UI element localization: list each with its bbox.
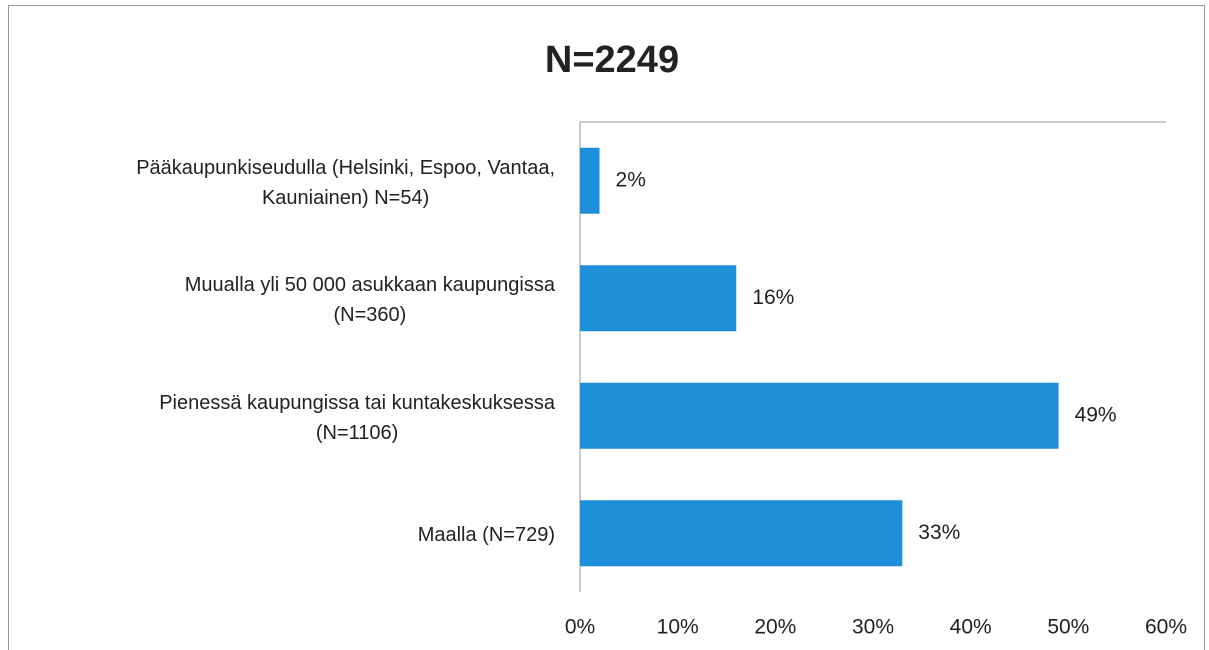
bar <box>580 147 600 214</box>
y-tick-label: Pienessä kaupungissa tai kuntakeskuksess… <box>159 391 555 444</box>
value-label: 16% <box>752 286 794 309</box>
bar <box>580 500 903 567</box>
value-label: 33% <box>918 521 960 544</box>
y-tick-label: Pääkaupunkiseudulla (Helsinki, Espoo, Va… <box>136 156 555 209</box>
x-tick-label: 0% <box>565 616 595 639</box>
value-label: 49% <box>1075 403 1117 426</box>
chart-title: N=2249 <box>545 39 679 81</box>
value-label: 2% <box>616 168 646 191</box>
x-tick-label: 20% <box>754 616 796 639</box>
bar <box>580 382 1059 449</box>
x-tick-label: 30% <box>852 616 894 639</box>
x-tick-label: 60% <box>1145 616 1187 639</box>
chart-border <box>8 5 1205 650</box>
x-tick-label: 10% <box>657 616 699 639</box>
bar <box>580 265 737 332</box>
x-tick-label: 50% <box>1047 616 1089 639</box>
y-tick-label: Muualla yli 50 000 asukkaan kaupungissa … <box>184 274 555 327</box>
x-tick-label: 40% <box>950 616 992 639</box>
y-tick-label: Maalla (N=729) <box>417 524 555 547</box>
